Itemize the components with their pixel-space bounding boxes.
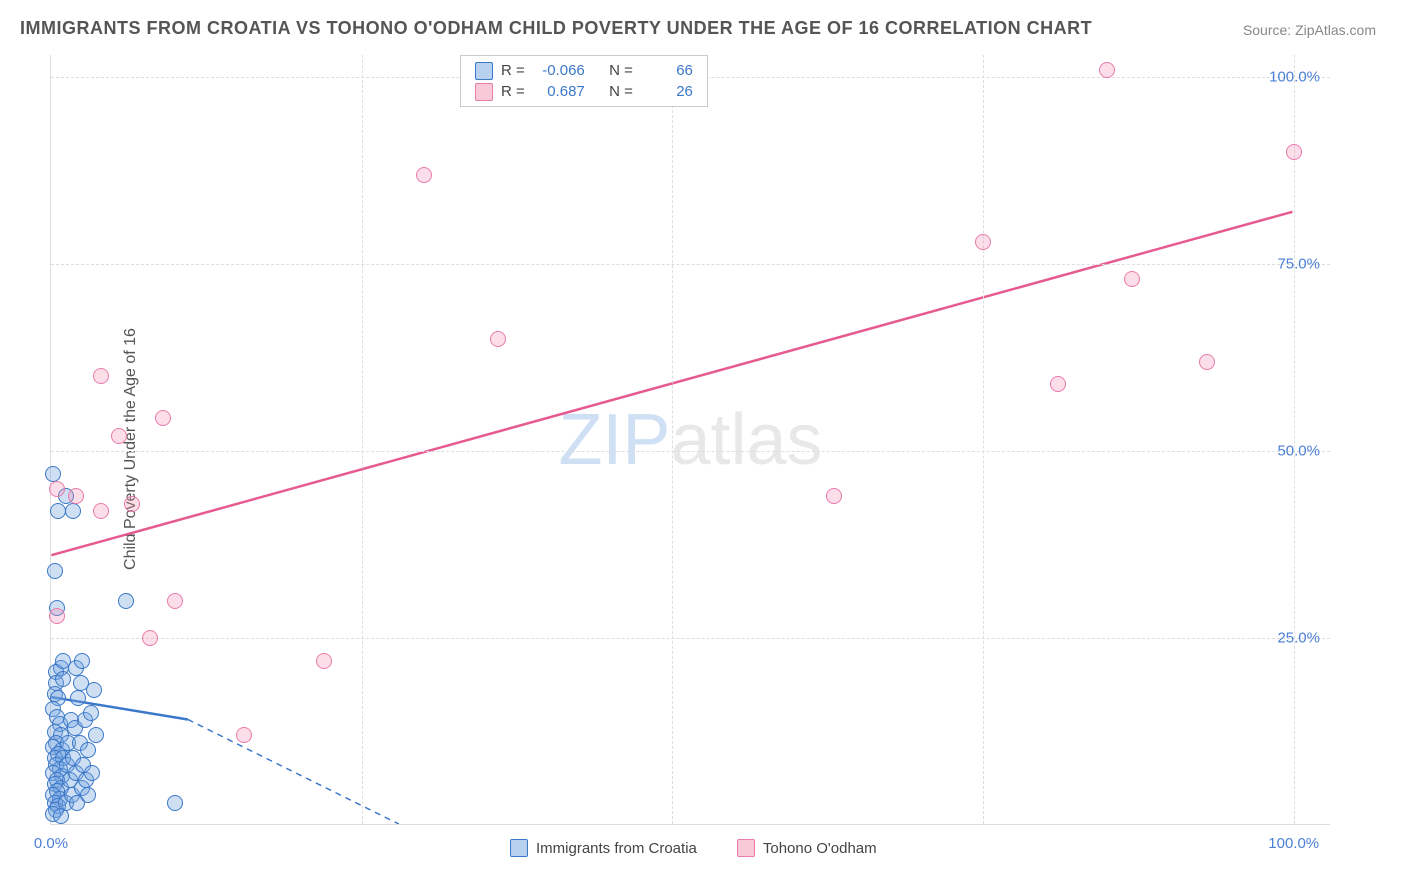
data-point-pink: [490, 331, 506, 347]
data-point-pink: [416, 167, 432, 183]
watermark-zip: ZIP: [558, 400, 670, 480]
data-point-blue: [55, 671, 71, 687]
plot-area: ZIPatlas 25.0%50.0%75.0%100.0%0.0%100.0%: [50, 55, 1330, 825]
data-point-pink: [1286, 144, 1302, 160]
n-value-blue: 66: [641, 60, 693, 81]
data-point-pink: [68, 488, 84, 504]
gridline-h: [51, 638, 1330, 639]
stats-box: R = -0.066 N = 66 R = 0.687 N = 26: [460, 55, 708, 107]
gridline-v: [362, 55, 363, 824]
watermark-atlas: atlas: [670, 400, 822, 480]
data-point-pink: [49, 608, 65, 624]
stats-row-blue: R = -0.066 N = 66: [475, 60, 693, 81]
data-point-blue: [86, 682, 102, 698]
r-value-pink: 0.687: [533, 81, 585, 102]
data-point-blue: [50, 503, 66, 519]
data-point-blue: [84, 765, 100, 781]
swatch-blue: [475, 62, 493, 80]
swatch-pink: [475, 83, 493, 101]
data-point-pink: [93, 368, 109, 384]
data-point-blue: [167, 795, 183, 811]
legend-label-blue: Immigrants from Croatia: [536, 840, 697, 857]
y-tick-label: 50.0%: [1277, 443, 1320, 460]
data-point-pink: [155, 410, 171, 426]
n-value-pink: 26: [641, 81, 693, 102]
data-point-pink: [236, 727, 252, 743]
data-point-blue: [47, 563, 63, 579]
legend-label-pink: Tohono O'odham: [763, 840, 877, 857]
r-value-blue: -0.066: [533, 60, 585, 81]
r-label: R =: [501, 60, 525, 81]
data-point-blue: [118, 593, 134, 609]
data-point-blue: [88, 727, 104, 743]
data-point-blue: [45, 466, 61, 482]
legend-item-blue: Immigrants from Croatia: [510, 839, 697, 857]
n-label: N =: [609, 60, 633, 81]
n-label: N =: [609, 81, 633, 102]
data-point-pink: [111, 428, 127, 444]
data-point-blue: [83, 705, 99, 721]
y-tick-label: 25.0%: [1277, 630, 1320, 647]
legend-item-pink: Tohono O'odham: [737, 839, 877, 857]
chart-title: IMMIGRANTS FROM CROATIA VS TOHONO O'ODHA…: [20, 18, 1092, 39]
data-point-blue: [80, 742, 96, 758]
trend-line: [188, 719, 399, 824]
data-point-pink: [93, 503, 109, 519]
data-point-pink: [1050, 376, 1066, 392]
x-tick-label: 0.0%: [34, 835, 68, 852]
gridline-v: [672, 55, 673, 824]
stats-row-pink: R = 0.687 N = 26: [475, 81, 693, 102]
gridline-h: [51, 451, 1330, 452]
y-tick-label: 75.0%: [1277, 256, 1320, 273]
data-point-blue: [80, 787, 96, 803]
gridline-h: [51, 264, 1330, 265]
data-point-pink: [826, 488, 842, 504]
gridline-v: [1294, 55, 1295, 824]
watermark: ZIPatlas: [558, 399, 822, 481]
r-label: R =: [501, 81, 525, 102]
data-point-pink: [1099, 62, 1115, 78]
data-point-pink: [316, 653, 332, 669]
data-point-pink: [1124, 271, 1140, 287]
swatch-pink: [737, 839, 755, 857]
gridline-v: [983, 55, 984, 824]
data-point-pink: [975, 234, 991, 250]
data-point-pink: [142, 630, 158, 646]
data-point-blue: [74, 653, 90, 669]
bottom-legend: Immigrants from Croatia Tohono O'odham: [510, 839, 877, 857]
data-point-pink: [1199, 354, 1215, 370]
source-attribution: Source: ZipAtlas.com: [1243, 22, 1376, 38]
data-point-pink: [124, 496, 140, 512]
data-point-pink: [167, 593, 183, 609]
x-tick-label: 100.0%: [1268, 835, 1319, 852]
data-point-blue: [65, 503, 81, 519]
data-point-blue: [70, 690, 86, 706]
swatch-blue: [510, 839, 528, 857]
trend-lines-layer: [51, 55, 1330, 824]
data-point-pink: [49, 481, 65, 497]
